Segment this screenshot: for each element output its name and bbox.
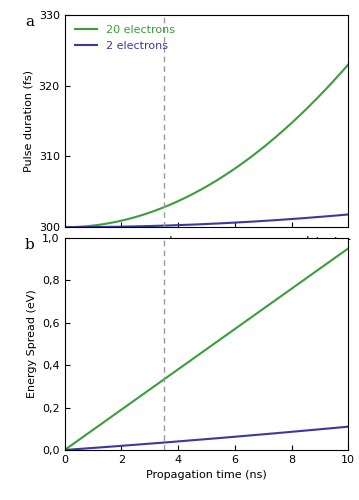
- 20 electrons: [289, 120, 293, 126]
- 2 electrons: [257, 218, 261, 224]
- 2 electrons: [187, 222, 192, 228]
- 20 electrons: [284, 126, 288, 132]
- 20 electrons: [177, 198, 181, 203]
- 20 electrons: [187, 192, 192, 198]
- X-axis label: Propagation time (ns): Propagation time (ns): [146, 470, 267, 480]
- 20 electrons: [257, 148, 261, 154]
- 2 electrons: [92, 224, 96, 230]
- Y-axis label: Pulse duration (fs): Pulse duration (fs): [23, 70, 33, 172]
- Y-axis label: Energy Spread (eV): Energy Spread (eV): [27, 290, 37, 399]
- Text: sample: sample: [137, 236, 180, 248]
- 2 electrons: [284, 216, 288, 222]
- 2 electrons: [177, 222, 181, 228]
- 20 electrons: [346, 62, 350, 68]
- Legend: 20 electrons, 2 electrons: 20 electrons, 2 electrons: [70, 20, 179, 55]
- Text: a: a: [25, 15, 34, 29]
- Text: b: b: [25, 238, 35, 252]
- 2 electrons: [289, 216, 293, 222]
- Text: detector: detector: [300, 236, 350, 248]
- 20 electrons: [92, 222, 96, 228]
- 20 electrons: [62, 224, 67, 230]
- Line: 2 electrons: 2 electrons: [65, 214, 348, 227]
- Line: 20 electrons: 20 electrons: [65, 64, 348, 227]
- 2 electrons: [62, 224, 67, 230]
- 2 electrons: [346, 212, 350, 218]
